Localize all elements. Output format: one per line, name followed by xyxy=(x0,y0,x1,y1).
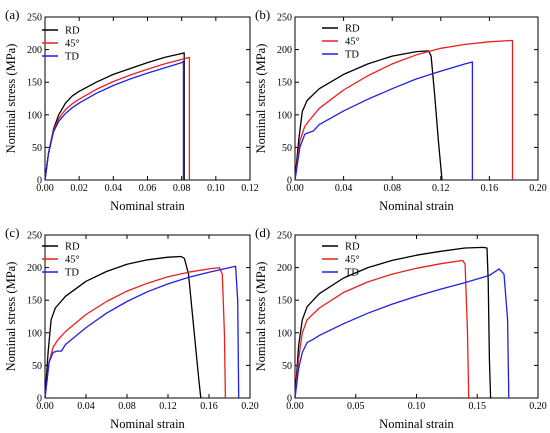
legend-label: 45° xyxy=(345,37,360,48)
x-tick-label: 0.08 xyxy=(383,183,401,194)
y-tick-label: 100 xyxy=(277,110,292,121)
panel-label: (d) xyxy=(255,225,270,240)
x-tick-label: 0.04 xyxy=(335,183,353,194)
y-tick-label: 100 xyxy=(27,110,42,121)
series-line-TD xyxy=(294,268,510,399)
y-tick-label: 0 xyxy=(287,176,292,187)
x-axis-title: Nominal strain xyxy=(379,417,454,431)
legend-label: TD xyxy=(345,50,359,61)
x-tick-label: 0.16 xyxy=(200,401,218,412)
x-tick-label: 0.02 xyxy=(70,183,88,194)
y-tick-label: 250 xyxy=(27,231,42,242)
series-line-RD xyxy=(44,255,202,399)
series-line-RD xyxy=(44,52,185,181)
legend-label: RD xyxy=(345,24,360,35)
panel-label: (a) xyxy=(5,7,19,22)
y-tick-label: 100 xyxy=(27,328,42,339)
legend-label: TD xyxy=(65,52,79,63)
x-tick-label: 0.08 xyxy=(118,401,136,412)
series-line-TD xyxy=(44,60,185,181)
y-tick-label: 200 xyxy=(277,45,292,56)
series-line-45° xyxy=(294,259,470,399)
y-tick-label: 200 xyxy=(277,263,292,274)
y-tick-label: 50 xyxy=(32,361,42,372)
y-tick-label: 150 xyxy=(27,296,42,307)
x-tick-label: 0.12 xyxy=(432,183,450,194)
plot-frame xyxy=(294,16,539,181)
legend-label: TD xyxy=(345,268,359,279)
y-tick-label: 0 xyxy=(287,394,292,405)
panel-1: 0.00 0.04 0.08 0.12 0.16 0.20 0 50 100 150 200 250 N… xyxy=(254,7,547,213)
y-tick-label: 200 xyxy=(27,45,42,56)
y-tick-label: 50 xyxy=(32,143,42,154)
y-tick-label: 200 xyxy=(27,263,42,274)
y-tick-label: 250 xyxy=(277,13,292,24)
x-tick-label: 0.15 xyxy=(469,401,487,412)
x-tick-label: 0.00 xyxy=(286,183,304,194)
y-tick-label: 50 xyxy=(282,361,292,372)
series-line-45° xyxy=(44,56,191,181)
legend-label: RD xyxy=(65,242,80,253)
panel-2: 0.00 0.04 0.08 0.12 0.16 0.20 0 50 100 150 200 250 N… xyxy=(4,225,259,431)
series-line-45° xyxy=(44,266,227,399)
x-tick-label: 0.16 xyxy=(481,183,499,194)
y-tick-label: 250 xyxy=(277,231,292,242)
x-axis-title: Nominal strain xyxy=(110,417,185,431)
x-tick-label: 0.20 xyxy=(529,401,547,412)
y-tick-label: 150 xyxy=(277,296,292,307)
y-axis-title: Nominal stress (MPa) xyxy=(4,262,18,372)
x-axis-title: Nominal strain xyxy=(379,199,454,213)
x-tick-label: 0.00 xyxy=(36,183,54,194)
y-axis-title: Nominal stress (MPa) xyxy=(254,44,268,154)
x-tick-label: 0.04 xyxy=(77,401,95,412)
y-tick-label: 0 xyxy=(37,176,42,187)
legend-label: 45° xyxy=(65,255,80,266)
panel-0: 0.00 0.02 0.04 0.06 0.08 0.10 0.12 0 50 100 150 200… xyxy=(4,7,259,213)
y-tick-label: 0 xyxy=(37,394,42,405)
series-line-RD xyxy=(294,246,492,399)
x-tick-label: 0.06 xyxy=(139,183,157,194)
x-tick-label: 0.12 xyxy=(159,401,177,412)
y-tick-label: 150 xyxy=(27,78,42,89)
series-line-45° xyxy=(294,39,514,181)
legend-label: TD xyxy=(65,268,79,279)
x-tick-label: 0.12 xyxy=(241,183,259,194)
legend-label: RD xyxy=(65,26,80,37)
x-tick-label: 0.10 xyxy=(408,401,426,412)
x-tick-label: 0.08 xyxy=(173,183,191,194)
x-tick-label: 0.04 xyxy=(105,183,123,194)
legend-label: RD xyxy=(345,242,360,253)
x-axis-title: Nominal strain xyxy=(110,199,185,213)
y-tick-label: 100 xyxy=(277,328,292,339)
panel-3: 0.00 0.05 0.10 0.15 0.20 0 50 100 150 200 250 Nomin… xyxy=(254,225,547,431)
legend-label: 45° xyxy=(65,39,80,50)
panel-label: (c) xyxy=(5,225,19,240)
y-tick-label: 150 xyxy=(277,78,292,89)
x-tick-label: 0.10 xyxy=(207,183,225,194)
x-tick-label: 0.05 xyxy=(347,401,365,412)
legend-label: 45° xyxy=(345,255,360,266)
x-tick-label: 0.00 xyxy=(36,401,54,412)
series-line-TD xyxy=(44,265,240,399)
x-tick-label: 0.20 xyxy=(241,401,259,412)
series-line-TD xyxy=(294,61,474,181)
plot-frame xyxy=(44,234,251,399)
panel-label: (b) xyxy=(255,7,270,22)
y-axis-title: Nominal stress (MPa) xyxy=(4,44,18,154)
y-axis-title: Nominal stress (MPa) xyxy=(254,262,268,372)
series-line-RD xyxy=(294,50,443,181)
x-tick-label: 0.00 xyxy=(286,401,304,412)
y-tick-label: 50 xyxy=(282,143,292,154)
y-tick-label: 250 xyxy=(27,13,42,24)
x-tick-label: 0.20 xyxy=(529,183,547,194)
